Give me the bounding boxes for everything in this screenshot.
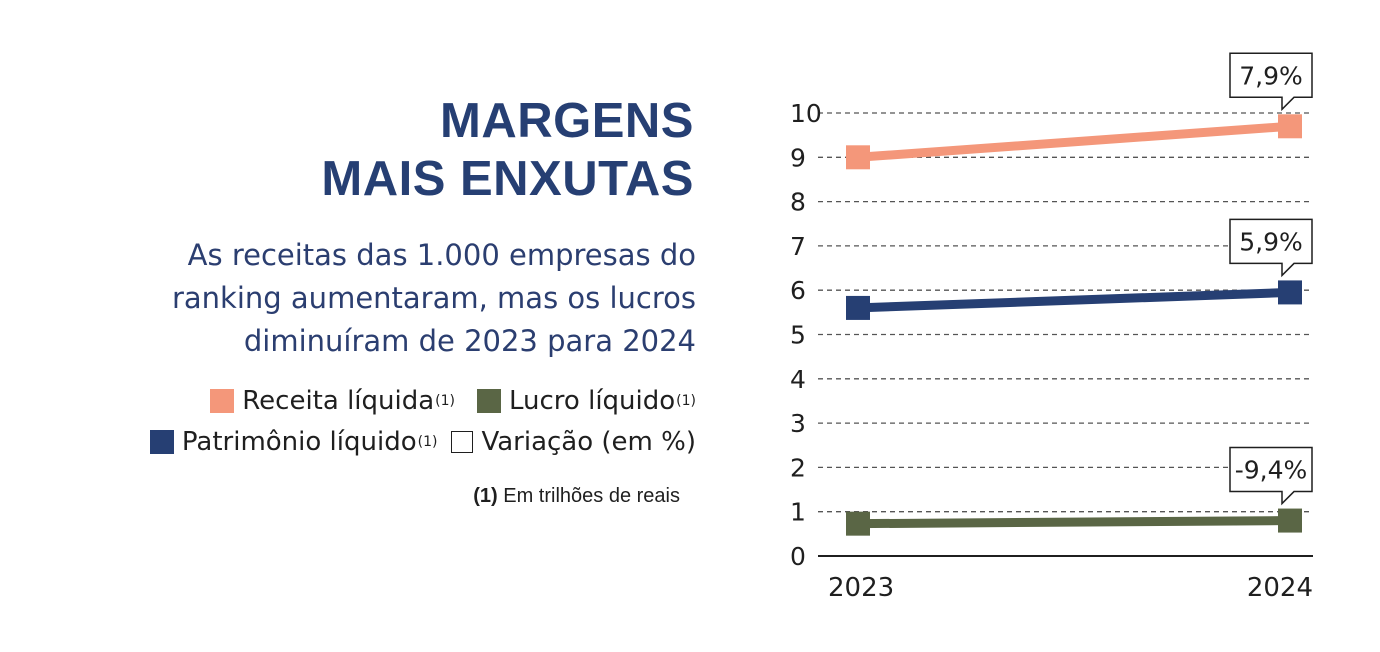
legend-label-lucro: Lucro líquido xyxy=(509,386,676,416)
y-axis-tick-labels: 0 1 2 3 4 5 6 7 8 9 10 xyxy=(790,99,822,571)
series-2-point-2024 xyxy=(1278,508,1302,533)
x-tick-label-2023: 2023 xyxy=(828,573,894,603)
y-tick-label-4: 4 xyxy=(790,365,806,394)
chart-title-line-1: MARGENS xyxy=(440,94,694,148)
series-2-line xyxy=(857,516,1291,529)
legend-item-variacao: Variação (em %) xyxy=(451,427,696,457)
legend-item-patrimonio: Patrimônio líquido (1) xyxy=(149,427,438,457)
series-1-line xyxy=(857,287,1291,313)
x-tick-label-2024: 2024 xyxy=(1247,573,1313,603)
series-0-line xyxy=(857,121,1291,162)
footnote-text: Em trilhões de reais xyxy=(503,485,680,507)
legend-sup-lucro: (1) xyxy=(676,393,696,409)
variation-callouts: 7,9% 5,9% -9,4% xyxy=(1229,52,1313,506)
series-1-callout-label: 5,9% xyxy=(1239,227,1303,256)
series-2-callout-label: -9,4% xyxy=(1235,456,1308,485)
chart-title: MARGENS MAIS ENXUTAS xyxy=(321,92,694,208)
footnote-marker: (1) xyxy=(473,485,498,507)
legend-swatch-variacao xyxy=(451,431,474,453)
y-tick-label-8: 8 xyxy=(790,188,806,217)
legend-row-2: Patrimônio líquido (1) Variação (em %) xyxy=(149,427,696,457)
y-tick-label-3: 3 xyxy=(790,409,806,438)
y-tick-label-1: 1 xyxy=(790,498,806,527)
legend-sup-receita: (1) xyxy=(435,393,455,409)
legend-row-1: Receita líquida (1) Lucro líquido (1) xyxy=(210,386,696,416)
chart-title-line-2: MAIS ENXUTAS xyxy=(321,152,694,206)
series-0-point-2024 xyxy=(1278,114,1302,139)
legend-swatch-receita xyxy=(210,389,235,413)
legend-label-receita: Receita líquida xyxy=(242,386,435,416)
y-tick-label-9: 9 xyxy=(790,143,806,172)
x-axis-tick-labels: 2023 2024 xyxy=(828,573,1313,603)
series-1-callout-box xyxy=(1229,218,1313,278)
series-2-callout-box xyxy=(1229,446,1313,506)
series-1-point-2024 xyxy=(1278,280,1302,305)
series-0-callout-box xyxy=(1229,52,1313,112)
gridlines xyxy=(818,112,1313,513)
series-0-point-2023 xyxy=(846,145,870,170)
series-lines xyxy=(846,114,1302,536)
legend-sup-patrimonio: (1) xyxy=(417,434,438,450)
y-tick-label-6: 6 xyxy=(790,276,806,305)
series-1-point-2023 xyxy=(846,295,870,320)
legend-swatch-lucro xyxy=(477,389,501,413)
legend-label-patrimonio: Patrimônio líquido xyxy=(181,427,417,457)
legend-label-variacao: Variação (em %) xyxy=(481,427,696,457)
series-2-point-2023 xyxy=(846,511,870,536)
legend-item-receita: Receita líquida (1) xyxy=(210,386,455,416)
footnote: (1) Em trilhões de reais xyxy=(473,485,680,508)
series-0-callout-label: 7,9% xyxy=(1239,61,1303,90)
y-tick-label-10: 10 xyxy=(790,99,822,128)
y-tick-label-0: 0 xyxy=(790,542,806,571)
legend-item-lucro: Lucro líquido (1) xyxy=(477,386,696,416)
y-tick-label-2: 2 xyxy=(790,453,806,482)
legend-swatch-patrimonio xyxy=(149,430,174,454)
y-tick-label-7: 7 xyxy=(790,232,806,261)
chart-subtitle: As receitas das 1.000 empresas do rankin… xyxy=(171,238,696,358)
y-tick-label-5: 5 xyxy=(790,321,806,350)
